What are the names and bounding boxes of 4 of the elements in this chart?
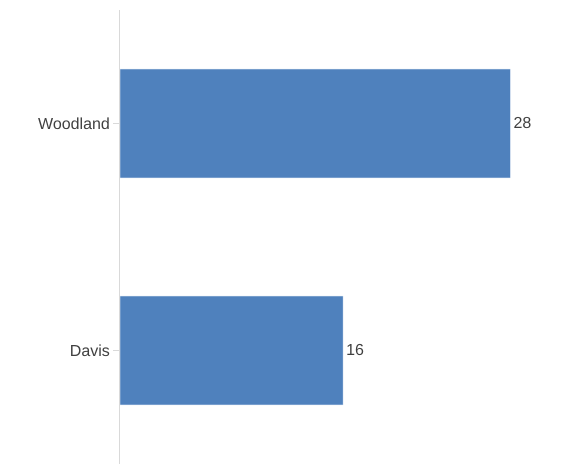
- data-label: 28: [513, 115, 532, 132]
- y-tick-label: Davis: [70, 343, 110, 360]
- y-tick-label: Woodland: [38, 116, 110, 134]
- data-label: 16: [346, 342, 364, 359]
